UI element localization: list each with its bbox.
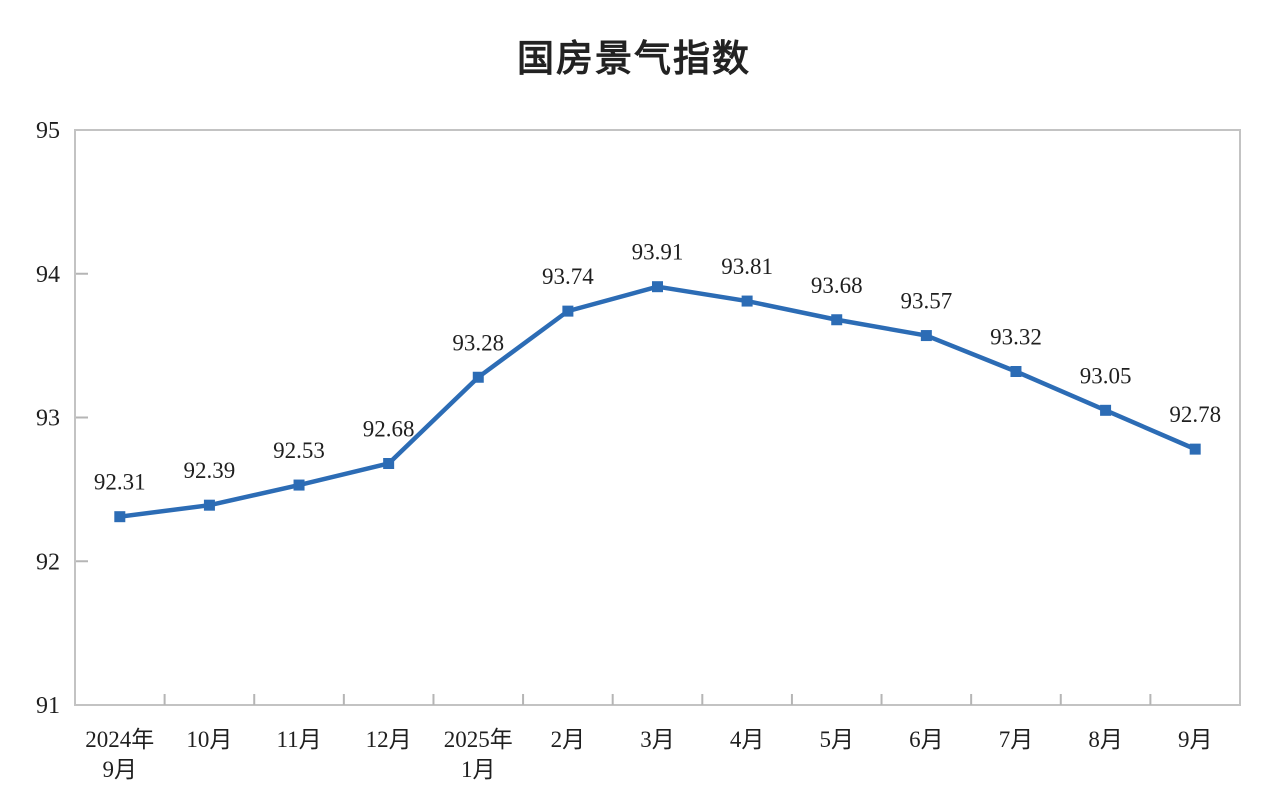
data-point-marker [741, 295, 753, 307]
x-axis-label: 12月 [366, 727, 412, 752]
data-point-label: 93.32 [990, 325, 1042, 350]
x-axis-label: 11月 [276, 727, 321, 752]
x-axis-label: 7月 [999, 727, 1034, 752]
data-point-label: 92.53 [273, 438, 325, 463]
x-axis-label: 5月 [819, 727, 854, 752]
data-point-label: 92.39 [184, 458, 236, 483]
data-point-label: 92.31 [94, 470, 146, 495]
data-point-marker [562, 305, 574, 317]
data-point-marker [920, 330, 932, 342]
data-point-label: 93.28 [452, 330, 504, 355]
data-point-label: 93.74 [542, 264, 594, 289]
data-point-marker [1100, 404, 1112, 416]
y-axis-label: 93 [36, 406, 60, 432]
plot-border [74, 129, 1241, 706]
x-axis-label: 4月 [730, 727, 765, 752]
data-point-label: 92.68 [363, 417, 415, 442]
data-point-marker [652, 281, 663, 293]
y-axis-label: 92 [36, 549, 60, 575]
data-point-marker [293, 479, 305, 491]
data-point-label: 92.78 [1169, 402, 1221, 427]
data-point-marker [203, 499, 215, 511]
x-axis-label: 8月 [1088, 727, 1123, 752]
series-line [117, 284, 1198, 519]
data-point-marker [1010, 366, 1022, 377]
x-axis-label: 2024年 9月 [85, 727, 154, 782]
x-axis-label: 3月 [640, 727, 675, 752]
data-point-marker [472, 371, 484, 383]
data-point-label: 93.81 [721, 254, 773, 279]
chart-title: 国房景气指数 [517, 38, 751, 79]
x-axis-label: 6月 [909, 727, 944, 752]
x-axis-label: 9月 [1178, 727, 1213, 752]
data-point-marker [831, 314, 843, 326]
data-point-label: 93.57 [900, 289, 952, 314]
x-axis-label: 2025年 1月 [444, 727, 513, 782]
data-point-label: 93.91 [632, 240, 684, 265]
data-point-label: 93.68 [811, 273, 863, 298]
data-point-marker [383, 458, 395, 469]
y-axis-label: 94 [36, 262, 60, 288]
data-point-marker [1189, 443, 1201, 455]
y-axis-label: 95 [36, 118, 60, 144]
y-axis-label: 91 [36, 693, 60, 719]
data-point-label: 93.05 [1080, 363, 1132, 388]
x-axis-label: 10月 [186, 727, 232, 752]
x-axis-label: 2月 [551, 727, 586, 752]
data-point-marker [114, 511, 126, 523]
